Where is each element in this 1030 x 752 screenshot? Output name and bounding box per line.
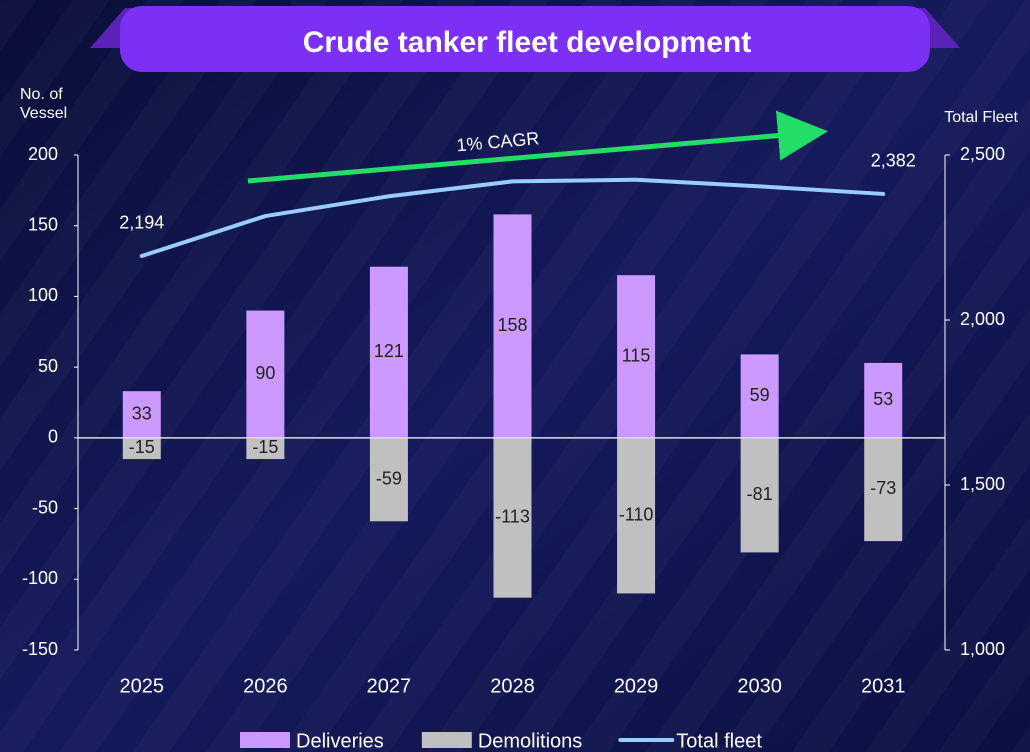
- bar: [246, 437, 285, 460]
- x-tick-label: 2025: [120, 675, 165, 697]
- data-label: 2,382: [871, 151, 916, 171]
- x-tick-label: 2031: [861, 675, 906, 697]
- y-tick-label: 100: [28, 285, 58, 305]
- bar: [617, 437, 656, 594]
- bar: [740, 354, 779, 438]
- x-tick-label: 2027: [367, 675, 412, 697]
- bar: [864, 362, 903, 438]
- y2-tick-label: 1,500: [960, 474, 1005, 494]
- cagr-arrow: [247, 110, 828, 184]
- x-tick-label: 2026: [243, 675, 288, 697]
- data-label: 121: [374, 341, 404, 361]
- bar: [122, 437, 161, 460]
- chart-title: Crude tanker fleet development: [303, 26, 751, 59]
- x-tick-label: 2028: [490, 675, 535, 697]
- bar: [617, 275, 656, 438]
- y-axis-label: Vessel: [20, 105, 67, 122]
- y-tick-label: -50: [32, 497, 58, 517]
- data-label: -73: [870, 478, 896, 498]
- y2-tick-label: 2,000: [960, 309, 1005, 329]
- y2-axis-label: Total Fleet: [944, 109, 1018, 126]
- bar: [493, 214, 532, 438]
- bar: [246, 310, 285, 438]
- legend-swatch: [240, 732, 290, 748]
- data-label: -15: [252, 437, 278, 457]
- data-label: 53: [873, 389, 893, 409]
- x-tick-label: 2030: [737, 675, 782, 697]
- bar: [369, 266, 408, 438]
- y-axis-label: No. of: [20, 86, 63, 103]
- legend-label: Demolitions: [478, 730, 582, 752]
- y-tick-label: 150: [28, 214, 58, 234]
- data-label: 2,194: [119, 213, 164, 233]
- y-tick-label: -150: [22, 639, 58, 659]
- y-tick-label: -100: [22, 568, 58, 588]
- y2-tick-label: 1,000: [960, 639, 1005, 659]
- x-tick-label: 2029: [614, 675, 659, 697]
- line: [139, 177, 886, 258]
- bar: [369, 437, 408, 522]
- data-label: 90: [255, 363, 275, 383]
- legend-label: Total fleet: [676, 730, 762, 752]
- y-tick-label: 200: [28, 144, 58, 164]
- bar: [864, 437, 903, 542]
- data-label: -113: [495, 507, 530, 527]
- y-tick-label: 0: [48, 427, 58, 447]
- bar: [493, 437, 532, 598]
- y2-tick-label: 2,500: [960, 144, 1005, 164]
- bar: [740, 437, 779, 553]
- data-label: -81: [747, 484, 773, 504]
- legend-swatch: [421, 732, 472, 748]
- data-label: -110: [619, 504, 654, 524]
- data-label: 33: [132, 403, 152, 423]
- data-label: 158: [497, 315, 527, 335]
- data-label: -15: [129, 437, 155, 457]
- title-banner: [120, 6, 930, 72]
- y-tick-label: 50: [38, 356, 58, 376]
- legend-label: Deliveries: [296, 730, 384, 752]
- data-label: -59: [376, 468, 402, 488]
- data-label: 59: [750, 385, 770, 405]
- data-label: 115: [622, 345, 651, 365]
- bar: [122, 391, 161, 438]
